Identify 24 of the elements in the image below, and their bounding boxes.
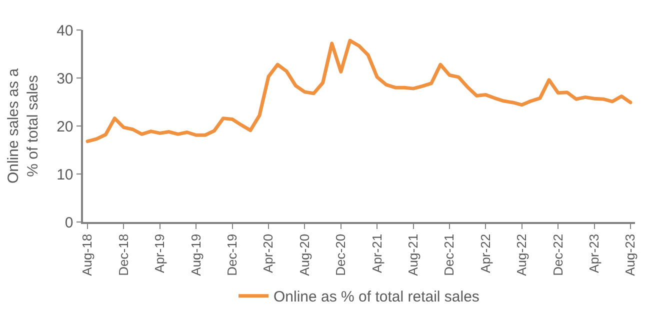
x-tick-label: Aug-18 bbox=[80, 234, 95, 276]
y-tick-label: 0 bbox=[64, 214, 74, 232]
y-tick-label: 40 bbox=[56, 22, 74, 40]
x-tick-label: Dec-19 bbox=[224, 234, 240, 276]
y-tick-label: 10 bbox=[56, 166, 74, 184]
x-tick-label: Apr-23 bbox=[586, 234, 602, 273]
x-tick-label: Aug-22 bbox=[514, 234, 530, 276]
x-tick-label: Dec-22 bbox=[550, 234, 566, 276]
x-tick-label: Dec-21 bbox=[442, 234, 457, 276]
y-tick-label: 30 bbox=[56, 70, 74, 88]
legend-label: Online as % of total retail sales bbox=[274, 288, 480, 306]
line-series bbox=[86, 38, 632, 144]
x-tick-label: Apr-21 bbox=[369, 234, 384, 273]
x-tick-label: Dec-20 bbox=[333, 234, 348, 276]
x-tick-label: Apr-19 bbox=[152, 234, 168, 273]
x-tick-label: Aug-23 bbox=[622, 234, 638, 276]
x-tick-label: Apr-22 bbox=[478, 234, 493, 273]
x-tick-label: Aug-19 bbox=[188, 234, 204, 276]
x-tick-label: Aug-20 bbox=[296, 234, 312, 276]
x-tick-label: Apr-20 bbox=[260, 234, 276, 273]
x-tick-label: Aug-21 bbox=[406, 234, 421, 276]
y-axis-title: Online sales as a % of total sales bbox=[4, 68, 42, 184]
y-tick-label: 20 bbox=[56, 118, 74, 136]
x-tick-label: Dec-18 bbox=[116, 234, 131, 276]
